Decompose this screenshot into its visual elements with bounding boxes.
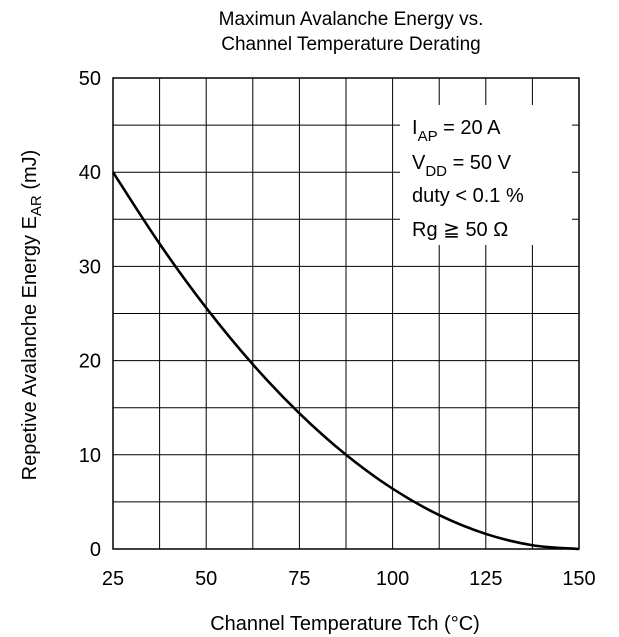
condition-text: duty < 0.1 %	[412, 185, 524, 207]
y-tick-label: 20	[79, 351, 101, 373]
y-axis-label-sub: AR	[28, 195, 45, 216]
x-tick-label: 100	[376, 568, 409, 590]
x-axis-label: Channel Temperature Tch (°C)	[210, 613, 480, 635]
series-line	[111, 171, 580, 551]
grid	[113, 78, 579, 549]
x-tick-label: 50	[195, 568, 217, 590]
y-tick-label: 30	[79, 256, 101, 278]
x-tick-labels: 25 50 75 100 125 150	[102, 568, 596, 590]
conditions-box: IAP = 20 A VDD = 50 V duty < 0.1 % Rg ≧ 50 …	[400, 105, 572, 245]
chart-title-line2: Channel Temperature Derating	[221, 34, 480, 55]
y-tick-label: 0	[90, 539, 101, 561]
y-tick-label: 10	[79, 445, 101, 467]
x-tick-label: 150	[562, 568, 595, 590]
y-tick-label: 50	[79, 68, 101, 90]
condition-text: Rg ≧ 50 Ω	[412, 219, 508, 241]
condition-text: VDD = 50 V	[412, 152, 512, 180]
x-tick-label: 75	[288, 568, 310, 590]
plot-frame	[112, 77, 580, 550]
y-tick-label: 40	[79, 162, 101, 184]
y-axis-label: Repetive Avalanche Energy EAR (mJ)	[19, 150, 45, 481]
x-tick-label: 125	[469, 568, 502, 590]
chart-title-line1: Maximun Avalanche Energy vs.	[219, 9, 484, 30]
y-tick-labels: 0 10 20 30 40 50	[79, 68, 101, 561]
y-axis-label-main: Repetive Avalanche Energy E	[19, 216, 41, 480]
condition-text: IAP = 20 A	[412, 117, 501, 145]
conditions-background	[400, 105, 572, 245]
x-tick-label: 25	[102, 568, 124, 590]
y-axis-label-unit: (mJ)	[19, 150, 41, 196]
